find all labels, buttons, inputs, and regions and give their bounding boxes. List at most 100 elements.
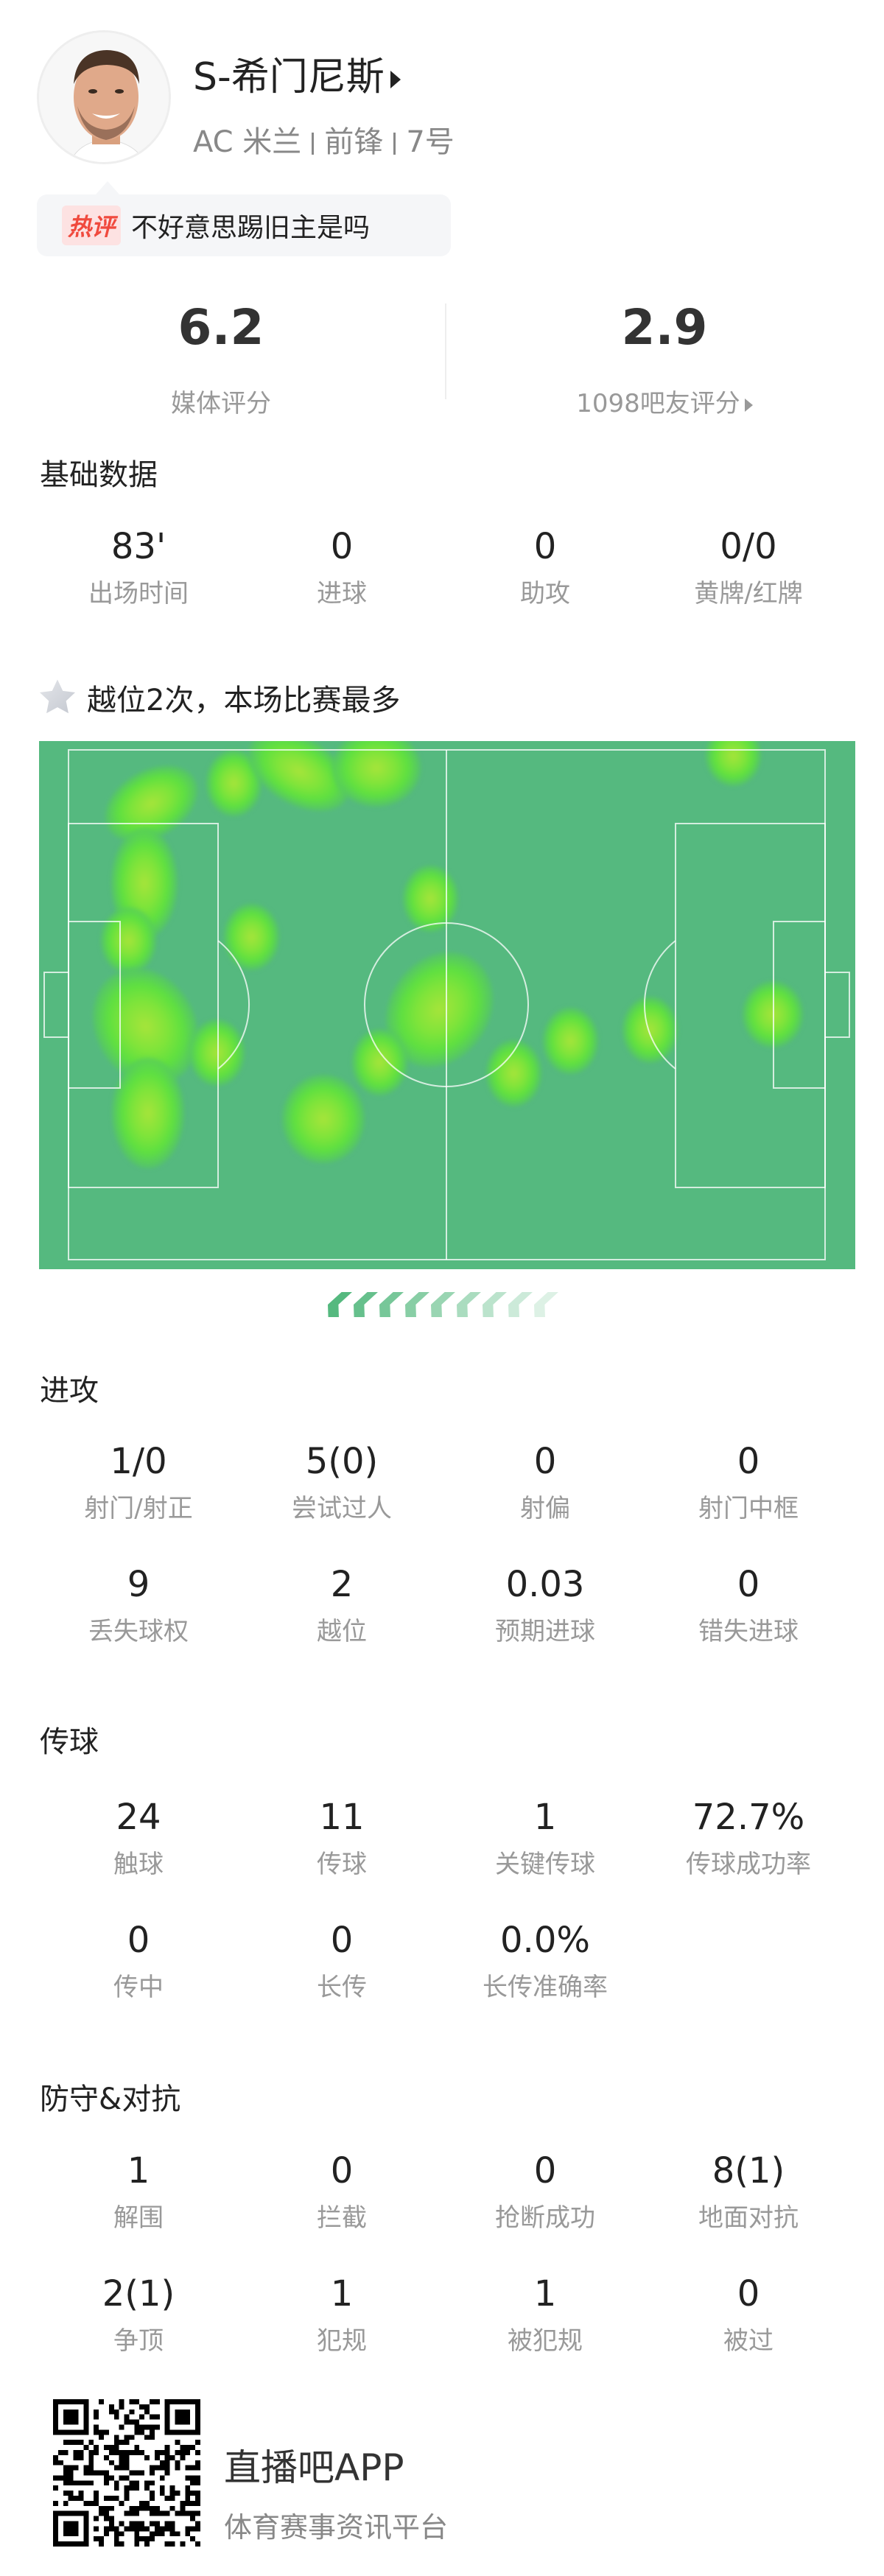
stat-item: 11 传球 [240, 1795, 443, 1918]
player-photo [39, 32, 169, 162]
stat-item: 0.0% 长传准确率 [443, 1918, 647, 2041]
media-rating-value: 6.2 [178, 299, 264, 356]
stat-label: 黄牌/红牌 [694, 579, 803, 608]
stat-item: 0 传中 [37, 1918, 240, 2041]
fan-rating-link[interactable]: 1098吧友评分 [517, 383, 812, 419]
scroll-indicator [328, 1292, 560, 1317]
stat-label: 犯规 [317, 2326, 367, 2356]
stat-label: 解围 [113, 2203, 164, 2233]
stat-value: 0 [330, 2150, 354, 2191]
media-rating: 6.2 媒体评分 [74, 298, 368, 419]
highlight-note: 越位2次，本场比赛最多 [37, 676, 400, 719]
player-avatar[interactable] [37, 30, 171, 164]
section-title-attack: 进攻 [40, 1374, 99, 1408]
hot-comment-text: 不好意思踢旧主是吗 [131, 213, 371, 243]
stat-item: 8(1) 地面对抗 [647, 2149, 850, 2272]
stat-label: 射偏 [520, 1494, 570, 1523]
stat-value: 11 [319, 1797, 365, 1838]
stat-value: 72.7% [692, 1797, 805, 1838]
heatmap-spot [100, 908, 156, 974]
chevron-left-icon [502, 1292, 533, 1317]
heatmap-spot [281, 1075, 365, 1163]
stat-value: 0 [330, 526, 354, 567]
stat-item: 1 关键传球 [443, 1795, 647, 1918]
stat-value: 8(1) [712, 2150, 785, 2191]
chevron-left-icon [373, 1292, 404, 1317]
team-name: AC 米兰 [193, 125, 302, 159]
stat-value: 2(1) [102, 2273, 175, 2314]
stat-item: 0/0 黄牌/红牌 [647, 524, 850, 647]
section-title-defense: 防守&对抗 [40, 2082, 181, 2116]
highlight-text: 越位2次，本场比赛最多 [87, 684, 401, 717]
fan-rating[interactable]: 2.9 1098吧友评分 [517, 298, 812, 419]
stat-value: 0 [330, 1920, 354, 1961]
stat-value: 0 [127, 1920, 150, 1961]
star-icon [39, 679, 76, 714]
stat-label: 丢失球权 [88, 1617, 189, 1646]
stat-label: 传中 [113, 1973, 164, 2002]
stat-item: 0 长传 [240, 1918, 443, 2041]
chevron-left-icon [424, 1292, 455, 1317]
stat-label: 预期进球 [495, 1617, 595, 1646]
stat-value: 0 [737, 2273, 760, 2314]
hot-comment-badge: 热评 [62, 206, 122, 245]
stat-item: 0 抢断成功 [443, 2149, 647, 2272]
app-name: 直播吧APP [224, 2446, 404, 2489]
heatmap-spot [223, 904, 279, 970]
stat-item: 0 射偏 [443, 1439, 647, 1562]
stat-label: 争顶 [113, 2326, 164, 2356]
heatmap-spot [542, 1008, 598, 1074]
player-name-link[interactable]: S-希门尼斯 [193, 46, 401, 101]
stat-item: 1 解围 [37, 2149, 240, 2272]
qr-code [53, 2399, 200, 2547]
heatmap-spot [351, 1029, 407, 1095]
stat-label: 被犯规 [508, 2326, 583, 2356]
fan-rating-value: 2.9 [621, 299, 708, 356]
stat-label: 尝试过人 [292, 1494, 392, 1523]
player-name: S-希门尼斯 [193, 55, 385, 99]
caret-right-icon [744, 399, 753, 412]
heatmap-spot [189, 1019, 245, 1086]
stat-label: 进球 [317, 579, 367, 608]
chevron-left-icon [476, 1292, 507, 1317]
stat-value: 0 [533, 1441, 557, 1482]
stat-item: 5(0) 尝试过人 [240, 1439, 443, 1562]
chevron-left-icon [527, 1292, 558, 1317]
stat-value: 2 [330, 1564, 354, 1605]
stat-item: 0 进球 [240, 524, 443, 647]
stat-item: 9 丢失球权 [37, 1562, 240, 1685]
attack-stats-grid: 1/0 射门/射正 5(0) 尝试过人 0 射偏 0 射门中框 9 丢失球权 2 越位 0.03 预期进球… [37, 1439, 850, 1685]
stat-label: 抢断成功 [495, 2203, 595, 2233]
divider [312, 133, 315, 155]
stat-value: 9 [127, 1564, 150, 1605]
stat-item: 1/0 射门/射正 [37, 1439, 240, 1562]
stat-value: 0 [737, 1441, 760, 1482]
stat-label: 传球成功率 [686, 1850, 811, 1879]
heatmap-pitch [39, 741, 855, 1269]
stat-value: 0 [533, 2150, 557, 2191]
stat-value: 0.0% [500, 1920, 590, 1961]
chevron-left-icon [321, 1292, 352, 1317]
position: 前锋 [324, 125, 384, 159]
stat-value: 1 [127, 2150, 150, 2191]
heatmap-spot [112, 1058, 184, 1168]
stat-value: 0.03 [505, 1564, 585, 1605]
passing-stats-grid: 24 触球 11 传球 1 关键传球 72.7% 传球成功率 0 传中 0 长传 0.0% 长传准确率 [37, 1795, 850, 2041]
stat-label: 地面对抗 [698, 2203, 799, 2233]
pitch-lines [43, 749, 850, 1260]
hot-comment[interactable]: 热评 不好意思踢旧主是吗 [37, 181, 451, 256]
stat-value: 5(0) [305, 1441, 379, 1482]
stat-label: 关键传球 [495, 1850, 595, 1879]
player-info: AC 米兰 前锋 7号 [193, 118, 455, 161]
stat-value: 83' [110, 526, 166, 567]
stat-item: 72.7% 传球成功率 [647, 1795, 850, 1918]
stat-label: 越位 [317, 1617, 367, 1646]
section-title-basic: 基础数据 [40, 458, 158, 492]
section-title-passing: 传球 [40, 1725, 99, 1759]
stat-label: 触球 [113, 1850, 164, 1879]
stat-item: 1 被犯规 [443, 2272, 647, 2395]
stat-label: 拦截 [317, 2203, 367, 2233]
media-rating-label: 媒体评分 [171, 389, 271, 418]
fan-rating-label: 1098吧友评分 [576, 389, 740, 418]
stat-item: 2(1) 争顶 [37, 2272, 240, 2395]
